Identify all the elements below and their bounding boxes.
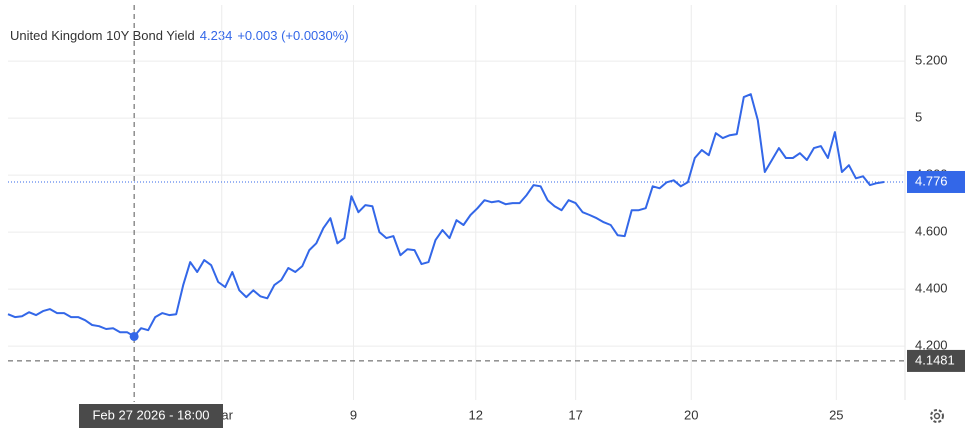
last-value-label: 4.776 (915, 173, 948, 188)
y-tick-label: 4.400 (915, 281, 948, 296)
y-tick-label: 4.600 (915, 224, 948, 239)
x-tick-label: 25 (829, 407, 843, 422)
x-tick-label: 17 (568, 407, 582, 422)
crosshair-value-box (907, 349, 965, 372)
y-tick-label: 4.200 (915, 338, 948, 353)
gear-hub[interactable] (933, 412, 941, 420)
x-tick-label: 9 (350, 407, 357, 422)
price: 4.234 (200, 28, 233, 43)
crosshair-date-label: Feb 27 2026 - 18:00 (92, 407, 209, 422)
y-tick-label: 5.200 (915, 53, 948, 68)
crosshair-point (129, 331, 139, 341)
x-tick-label: 12 (469, 407, 483, 422)
x-tick-label: 20 (684, 407, 698, 422)
crosshair-value-label: 4.1481 (915, 352, 955, 367)
gear[interactable] (930, 409, 944, 423)
last-value-box (907, 170, 965, 193)
crosshair-date-box (79, 404, 223, 428)
header: United Kingdom 10Y Bond Yield 4.234 +0.003… (10, 28, 349, 43)
settings-icon[interactable] (930, 409, 944, 423)
line-series (7, 93, 885, 338)
change: +0.003 (+0.0030%) (237, 28, 348, 43)
chart-title: United Kingdom 10Y Bond Yield (10, 28, 195, 43)
y-tick-label: 5 (915, 110, 922, 125)
